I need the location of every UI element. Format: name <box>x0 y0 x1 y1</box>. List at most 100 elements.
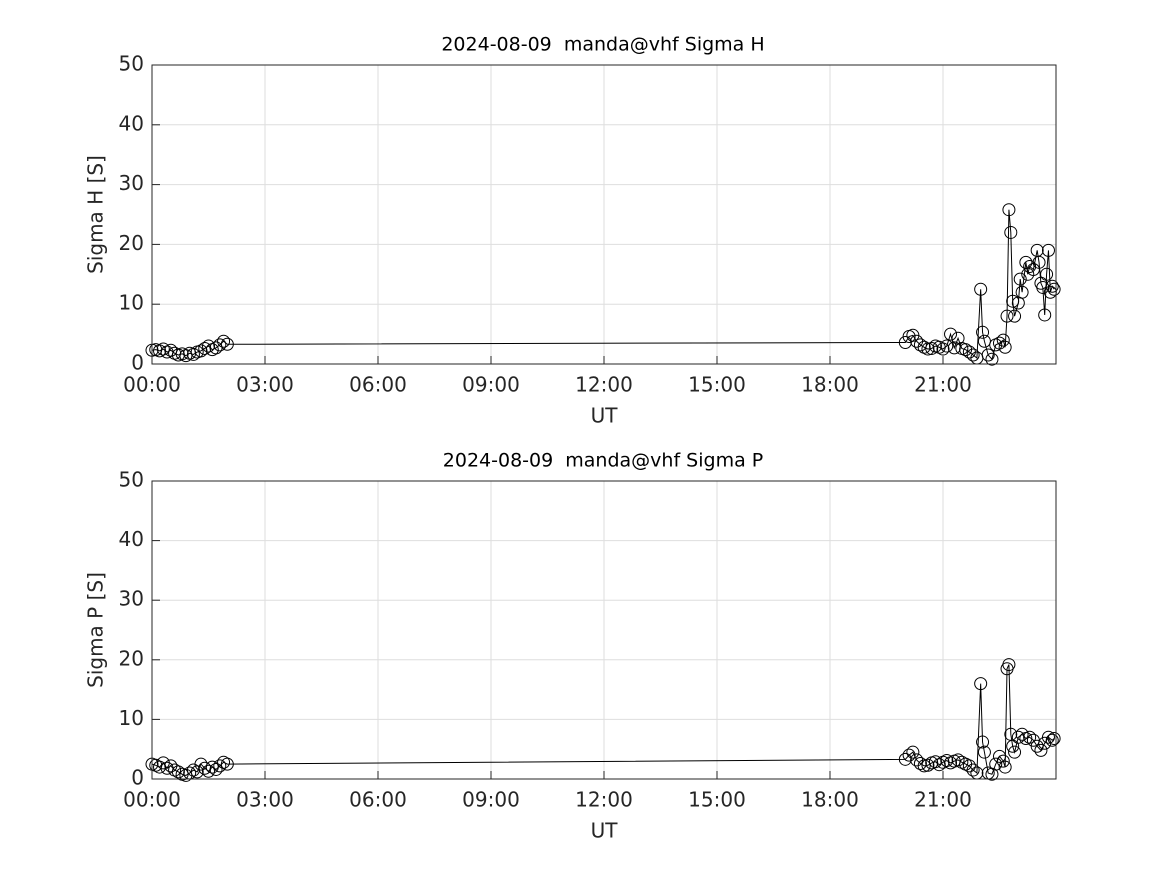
x-tick-label: 15:00 <box>688 788 746 812</box>
data-point <box>913 757 927 771</box>
x-axis-label: UT <box>591 404 619 428</box>
x-tick-label: 21:00 <box>914 373 972 397</box>
data-point <box>1034 743 1048 757</box>
data-point <box>921 758 935 772</box>
y-tick-label: 40 <box>119 111 144 135</box>
data-point <box>213 759 227 773</box>
data-point <box>198 761 212 775</box>
data-point <box>928 755 942 769</box>
data-point <box>1002 203 1016 217</box>
y-tick-label: 0 <box>131 766 144 790</box>
data-point <box>213 338 227 352</box>
data-point <box>976 325 990 339</box>
data-point <box>194 344 208 358</box>
data-point <box>902 748 916 762</box>
data-point <box>906 745 920 759</box>
data-point <box>951 753 965 767</box>
data-point <box>220 337 234 351</box>
data-point <box>1032 255 1046 269</box>
data-point <box>1041 243 1055 257</box>
data-point <box>996 333 1010 347</box>
data-point <box>1015 727 1029 741</box>
data-point <box>186 347 200 361</box>
data-point <box>940 754 954 768</box>
y-tick-label: 20 <box>119 231 144 255</box>
data-point <box>917 759 931 773</box>
data-point <box>966 763 980 777</box>
x-tick-label: 12:00 <box>575 788 633 812</box>
data-point <box>1008 745 1022 759</box>
data-point <box>998 760 1012 774</box>
axes-frame <box>151 480 1057 780</box>
data-point <box>996 754 1010 768</box>
y-tick-label: 10 <box>119 291 144 315</box>
x-tick-label: 06:00 <box>349 373 407 397</box>
data-point <box>1045 733 1059 747</box>
axes-frame <box>151 64 1057 365</box>
x-tick-label: 09:00 <box>462 788 520 812</box>
data-point <box>985 352 999 366</box>
x-tick-label: 03:00 <box>236 373 294 397</box>
y-axis-label: Sigma P [S] <box>84 572 108 688</box>
data-point <box>1047 731 1061 745</box>
data-point <box>171 765 185 779</box>
data-point <box>989 757 1003 771</box>
data-point <box>190 765 204 779</box>
y-tick-label: 30 <box>119 171 144 195</box>
data-point <box>1023 730 1037 744</box>
data-point <box>202 764 215 778</box>
y-tick-label: 40 <box>119 527 144 551</box>
data-point <box>220 757 234 771</box>
x-tick-label: 18:00 <box>801 373 859 397</box>
data-point <box>1045 279 1059 293</box>
data-point <box>1047 282 1061 296</box>
data-point <box>976 735 990 749</box>
y-tick-label: 50 <box>119 468 144 492</box>
data-point <box>205 760 219 774</box>
x-tick-label: 21:00 <box>914 788 972 812</box>
data-point <box>1000 309 1014 323</box>
data-point <box>966 348 980 362</box>
data-point <box>1040 267 1054 281</box>
data-point <box>217 334 231 348</box>
y-tick-label: 20 <box>119 646 144 670</box>
data-point <box>925 341 939 355</box>
data-point <box>1013 272 1027 286</box>
y-tick-label: 30 <box>119 587 144 611</box>
data-point <box>1008 309 1022 323</box>
x-tick-label: 09:00 <box>462 373 520 397</box>
data-point <box>981 348 995 362</box>
data-point <box>898 752 912 766</box>
data-point <box>974 282 988 296</box>
data-point <box>944 327 958 341</box>
y-tick-label: 10 <box>119 706 144 730</box>
x-tick-label: 18:00 <box>801 788 859 812</box>
data-point <box>1038 308 1052 322</box>
data-point <box>977 745 991 759</box>
data-point <box>1002 658 1016 672</box>
data-point <box>1004 225 1018 239</box>
data-point <box>940 339 954 353</box>
data-point <box>153 760 167 774</box>
chart-title: 2024-08-09 manda@vhf Sigma H <box>441 34 764 56</box>
data-point <box>993 749 1006 763</box>
data-point <box>209 762 223 776</box>
data-point <box>962 759 976 773</box>
data-point <box>1011 730 1025 744</box>
x-tick-label: 03:00 <box>236 788 294 812</box>
x-tick-label: 15:00 <box>688 373 746 397</box>
data-point <box>936 342 950 356</box>
data-point <box>1041 730 1055 744</box>
data-point <box>1023 260 1037 274</box>
x-axis-label: UT <box>591 819 619 843</box>
data-point <box>974 677 988 691</box>
data-point <box>156 342 170 356</box>
data-point <box>1030 739 1044 753</box>
data-point <box>1006 294 1020 308</box>
chart-title: 2024-08-09 manda@vhf Sigma P <box>443 450 763 472</box>
data-point <box>202 339 215 353</box>
data-point <box>1015 285 1029 299</box>
y-axis-label: Sigma H [S] <box>84 155 108 274</box>
x-tick-label: 00:00 <box>123 373 181 397</box>
x-tick-label: 00:00 <box>123 788 181 812</box>
